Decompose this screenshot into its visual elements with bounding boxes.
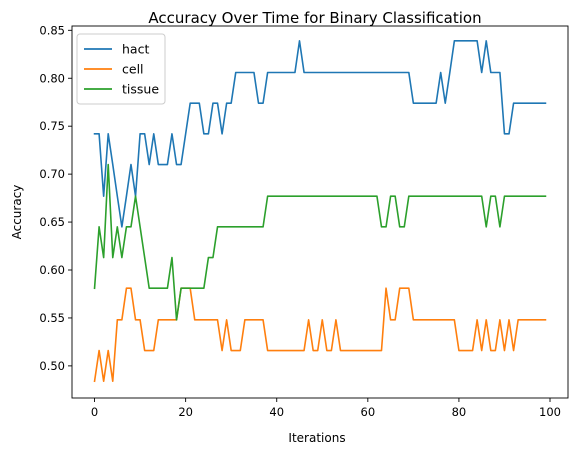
- legend: hact cell tissue: [76, 33, 166, 105]
- y-tick-label: 0.85: [39, 23, 65, 37]
- legend-label-hact: hact: [122, 42, 149, 57]
- x-tick-label: 80: [452, 405, 467, 419]
- x-axis-ticks: 0 20 40 60 80 100: [91, 398, 561, 419]
- y-tick-label: 0.55: [39, 311, 65, 325]
- y-tick-label: 0.50: [39, 359, 65, 373]
- x-tick-label: 0: [91, 405, 98, 419]
- x-tick-label: 60: [361, 405, 376, 419]
- x-axis-label: Iterations: [288, 431, 345, 445]
- axes-frame: [71, 25, 569, 399]
- series-line-tissue: [93, 163, 547, 321]
- x-tick-label: 20: [178, 405, 193, 419]
- plot-area: [71, 25, 569, 399]
- x-tick-label: 40: [269, 405, 284, 419]
- legend-label-cell: cell: [122, 62, 144, 77]
- y-tick-label: 0.60: [39, 263, 65, 277]
- series-line-cell: [93, 287, 547, 383]
- x-tick-label: 100: [539, 405, 561, 419]
- y-axis-label: Accuracy: [10, 185, 24, 240]
- series-line-hact: [93, 40, 547, 228]
- legend-label-tissue: tissue: [122, 82, 159, 97]
- y-tick-label: 0.70: [39, 167, 65, 181]
- chart-title: Accuracy Over Time for Binary Classifica…: [148, 9, 481, 27]
- y-axis-ticks: 0.50 0.55 0.60 0.65 0.70 0.75 0.80 0.85: [39, 23, 72, 373]
- legend-box: [76, 33, 166, 105]
- series-layer: [93, 40, 547, 383]
- y-tick-label: 0.75: [39, 119, 65, 133]
- y-tick-label: 0.80: [39, 71, 65, 85]
- y-tick-label: 0.65: [39, 215, 65, 229]
